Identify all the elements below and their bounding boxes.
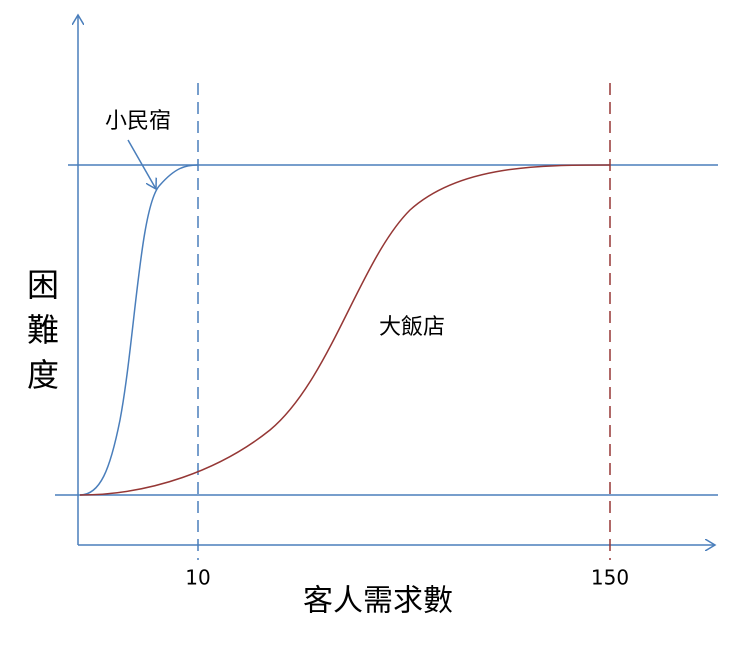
large-curve — [79, 164, 611, 496]
y-axis-label: 難 — [27, 311, 59, 349]
annotation: 大飯店 — [379, 315, 445, 340]
x-axis-label: 客人需求數 — [303, 584, 453, 619]
y-axis-label: 度 — [27, 356, 59, 394]
annotation: 小民宿 — [105, 109, 171, 134]
y-axis-label: 困 — [27, 266, 59, 304]
x-tick-label: 10 — [185, 566, 210, 590]
small-curve — [79, 164, 199, 496]
x-tick-label: 150 — [591, 566, 629, 590]
axes — [55, 15, 718, 560]
annotation-arrow — [127, 139, 156, 189]
